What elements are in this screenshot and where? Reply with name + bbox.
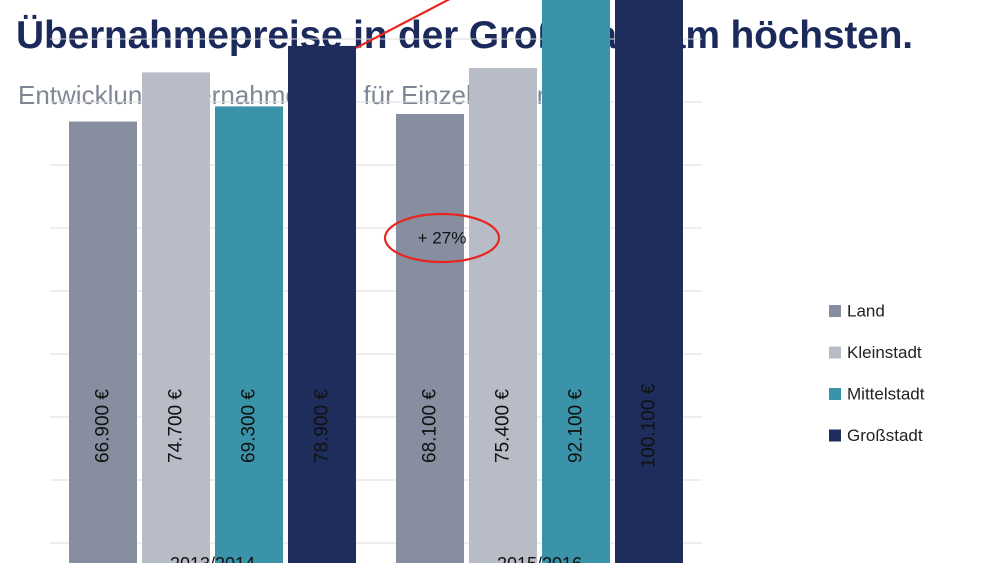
bar-value-label: 78.900 €: [312, 389, 333, 463]
legend: Land Kleinstadt Mittelstadt Großstadt: [829, 302, 925, 445]
legend-label-kleinstadt: Kleinstadt: [847, 343, 922, 362]
category-label: 2015/2016: [497, 554, 582, 563]
bar-value-label: 74.700 €: [166, 389, 187, 463]
growth-label: + 27%: [418, 229, 467, 248]
legend-label-großstadt: Großstadt: [847, 426, 923, 445]
bar-mittelstadt-1: [215, 106, 283, 563]
growth-arrow: [355, 0, 451, 49]
bar-land-2: [396, 113, 464, 563]
growth-ellipse: [383, 212, 501, 264]
bar-value-label: 68.100 €: [420, 389, 441, 463]
bar-value-label: 66.900 €: [93, 389, 114, 463]
category-labels: 2013/2014 2015/2016: [170, 554, 582, 563]
bar-mittelstadt-2: [542, 0, 610, 563]
bar-value-label: 75.400 €: [493, 389, 514, 463]
category-label: 2013/2014: [170, 554, 255, 563]
chart-title: Übernahmepreise in der Großstadt am höch…: [16, 14, 913, 57]
legend-swatch-kleinstadt: [829, 346, 841, 359]
growth-annotation: + 27%: [355, 0, 501, 264]
legend-label-mittelstadt: Mittelstadt: [847, 385, 925, 404]
bar-kleinstadt-2: [469, 67, 537, 563]
bar-value-label: 69.300 €: [239, 389, 260, 463]
bars: 66.900 € 68.100 € 74.700 € 75.400 € 69.300 €…: [69, 0, 683, 563]
legend-swatch-land: [829, 305, 841, 317]
bar-kleinstadt-1: [142, 72, 210, 563]
legend-label-land: Land: [847, 302, 885, 321]
bar-value-label: 92.100 €: [566, 389, 587, 463]
legend-swatch-mittelstadt: [829, 388, 841, 400]
bar-großstadt-2: [615, 0, 683, 563]
bar-value-label: 100.100 €: [639, 383, 660, 468]
legend-swatch-großstadt: [829, 429, 841, 442]
bar-land-1: [69, 121, 137, 563]
bar-großstadt-1: [288, 45, 356, 563]
